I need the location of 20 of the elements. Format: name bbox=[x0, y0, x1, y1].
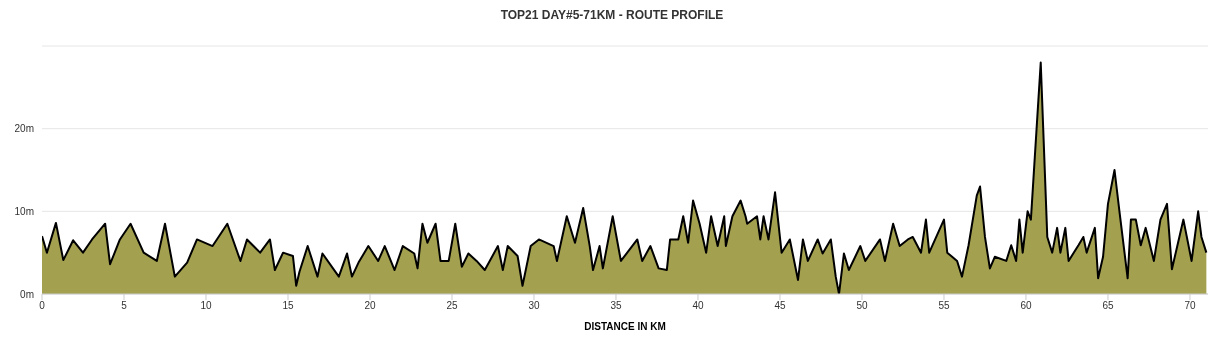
x-tick-label: 30 bbox=[528, 300, 540, 312]
x-tick-label: 25 bbox=[446, 300, 458, 312]
x-tick-label: 50 bbox=[856, 300, 868, 312]
x-tick-label: 10 bbox=[200, 300, 212, 312]
x-tick-label: 70 bbox=[1184, 300, 1196, 312]
x-tick-label: 55 bbox=[938, 300, 950, 312]
x-tick-label: 15 bbox=[282, 300, 294, 312]
x-tick-label: 35 bbox=[610, 300, 622, 312]
x-axis-title: DISTANCE IN KM bbox=[584, 321, 666, 332]
y-tick-label: 10m bbox=[14, 205, 34, 217]
x-tick-label: 65 bbox=[1102, 300, 1114, 312]
y-tick-label: 0m bbox=[20, 288, 34, 300]
chart-title: TOP21 DAY#5-71KM - ROUTE PROFILE bbox=[499, 8, 725, 24]
x-tick-label: 40 bbox=[692, 300, 704, 312]
x-tick-label: 60 bbox=[1020, 300, 1032, 312]
x-tick-label: 45 bbox=[774, 300, 786, 312]
x-tick-label: 5 bbox=[121, 300, 128, 312]
x-tick-label: 20 bbox=[364, 300, 376, 312]
y-tick-label: 20m bbox=[14, 123, 34, 135]
x-tick-label: 0 bbox=[39, 300, 46, 312]
